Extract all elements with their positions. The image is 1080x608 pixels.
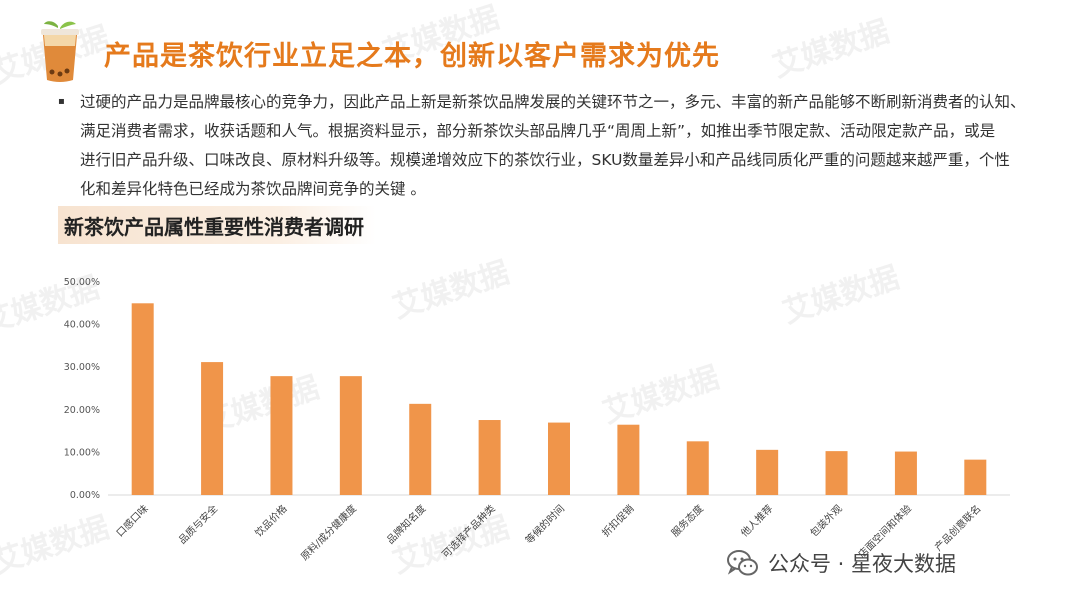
x-tick-label: 产品创意联名 — [932, 502, 984, 554]
intro-line: 化和差异化特色已经成为茶饮品牌间竞争的关键 。 — [80, 180, 426, 198]
y-tick-label: 50.00% — [64, 277, 100, 288]
bar — [131, 303, 154, 495]
milk-tea-cup-icon — [41, 21, 79, 82]
page-title: 产品是茶饮行业立足之本，创新以客户需求为优先 — [104, 41, 720, 72]
bar — [617, 424, 640, 495]
bar — [478, 420, 501, 495]
footer-account: 公众号 · 星夜大数据 — [726, 548, 956, 578]
footer-account-text: 公众号 · 星夜大数据 — [768, 552, 957, 576]
x-tick-label: 原料/成分健康度 — [298, 502, 359, 562]
x-tick-label: 品牌知名度 — [384, 502, 429, 547]
bar — [825, 451, 848, 495]
bar — [686, 441, 709, 495]
intro-line: 过硬的产品力是品牌最核心的竞争力，因此产品上新是新茶饮品牌发展的关键环节之一，多… — [80, 93, 1026, 111]
bar — [201, 362, 224, 495]
bar — [270, 376, 293, 495]
chart-section-label: 新茶饮产品属性重要性消费者调研 — [58, 206, 376, 244]
bar-chart: 0.00%10.00%20.00%30.00%40.00%50.00%口感口味品… — [64, 277, 1010, 562]
x-tick-label: 服务态度 — [668, 502, 705, 539]
intro-line: 进行旧产品升级、口味改良、原材料升级等。规模递增效应下的茶饮行业，SKU数量差异… — [80, 151, 1010, 169]
y-tick-label: 20.00% — [64, 405, 100, 416]
y-tick-label: 40.00% — [64, 320, 100, 331]
x-tick-label: 折扣促销 — [599, 502, 636, 539]
x-tick-label: 饮品价格 — [252, 502, 289, 539]
y-tick-label: 30.00% — [64, 362, 100, 373]
bar — [756, 449, 779, 495]
wechat-icon — [727, 550, 758, 576]
intro-paragraph: 过硬的产品力是品牌最核心的竞争力，因此产品上新是新茶饮品牌发展的关键环节之一，多… — [80, 88, 1060, 204]
bar — [339, 376, 362, 495]
intro-line: 满足消费者需求，收获话题和人气。根据资料显示，部分新茶饮头部品牌几乎“周周上新”… — [80, 122, 996, 140]
x-tick-label: 他人推荐 — [738, 502, 775, 539]
bar — [894, 451, 917, 495]
bullet-marker: ▪ — [58, 96, 65, 107]
x-tick-label: 口感口味 — [113, 502, 150, 539]
x-tick-label: 品质与安全 — [176, 502, 221, 547]
x-tick-label: 包装外观 — [807, 502, 844, 539]
bar — [964, 459, 987, 495]
y-tick-label: 10.00% — [64, 447, 100, 458]
x-tick-label: 可选择产品种类 — [439, 502, 498, 561]
x-tick-label: 等候的时间 — [523, 502, 568, 547]
watermark: 艾媒数据 — [768, 14, 894, 85]
bar — [548, 422, 570, 495]
bar — [409, 403, 432, 495]
y-tick-label: 0.00% — [70, 490, 100, 501]
